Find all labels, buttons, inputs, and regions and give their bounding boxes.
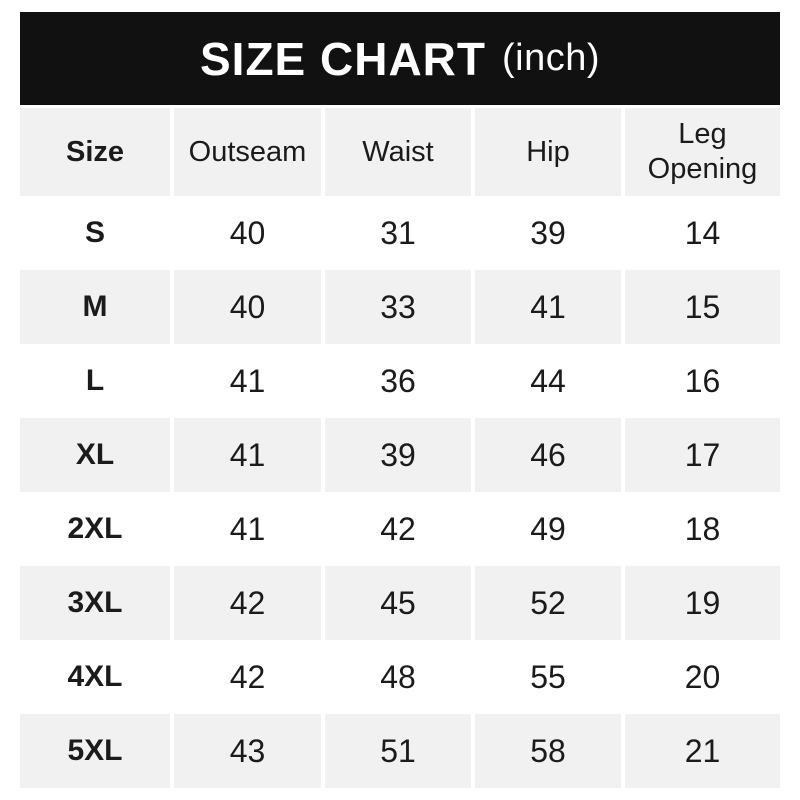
value-cell: 55 [475, 640, 621, 714]
page-title: SIZE CHART [199, 32, 486, 85]
column-header-leg-opening: Leg Opening [625, 108, 780, 196]
value-cell: 49 [475, 492, 621, 566]
value-cell: 19 [625, 566, 780, 640]
size-label-cell: 3XL [20, 566, 170, 640]
value-cell: 41 [174, 344, 321, 418]
column-header-outseam: Outseam [174, 108, 321, 196]
value-cell: 42 [174, 640, 321, 714]
size-label-cell: S [20, 196, 170, 270]
value-cell: 48 [325, 640, 471, 714]
value-cell: 42 [325, 492, 471, 566]
value-cell: 46 [475, 418, 621, 492]
value-cell: 40 [174, 270, 321, 344]
value-cell: 44 [475, 344, 621, 418]
size-label-cell: XL [20, 418, 170, 492]
value-cell: 14 [625, 196, 780, 270]
column-header-hip: Hip [475, 108, 621, 196]
value-cell: 39 [325, 418, 471, 492]
value-cell: 17 [625, 418, 780, 492]
value-cell: 39 [475, 196, 621, 270]
value-cell: 58 [475, 714, 621, 788]
size-label-cell: M [20, 270, 170, 344]
value-cell: 21 [625, 714, 780, 788]
value-cell: 18 [625, 492, 780, 566]
value-cell: 36 [325, 344, 471, 418]
value-cell: 41 [475, 270, 621, 344]
value-cell: 45 [325, 566, 471, 640]
title-bar: SIZE CHART (inch) [20, 12, 780, 105]
column-header-size: Size [20, 108, 170, 196]
column-header-waist: Waist [325, 108, 471, 196]
size-label-cell: 5XL [20, 714, 170, 788]
value-cell: 43 [174, 714, 321, 788]
value-cell: 52 [475, 566, 621, 640]
value-cell: 40 [174, 196, 321, 270]
title-unit-label: (inch) [501, 37, 601, 79]
value-cell: 42 [174, 566, 321, 640]
value-cell: 41 [174, 492, 321, 566]
value-cell: 20 [625, 640, 780, 714]
size-label-cell: 2XL [20, 492, 170, 566]
size-label-cell: L [20, 344, 170, 418]
value-cell: 33 [325, 270, 471, 344]
value-cell: 31 [325, 196, 471, 270]
value-cell: 15 [625, 270, 780, 344]
value-cell: 16 [625, 344, 780, 418]
size-label-cell: 4XL [20, 640, 170, 714]
value-cell: 51 [325, 714, 471, 788]
value-cell: 41 [174, 418, 321, 492]
size-table: Size Outseam Waist Hip Leg Opening S 40 31 39 14 M… [20, 108, 780, 788]
